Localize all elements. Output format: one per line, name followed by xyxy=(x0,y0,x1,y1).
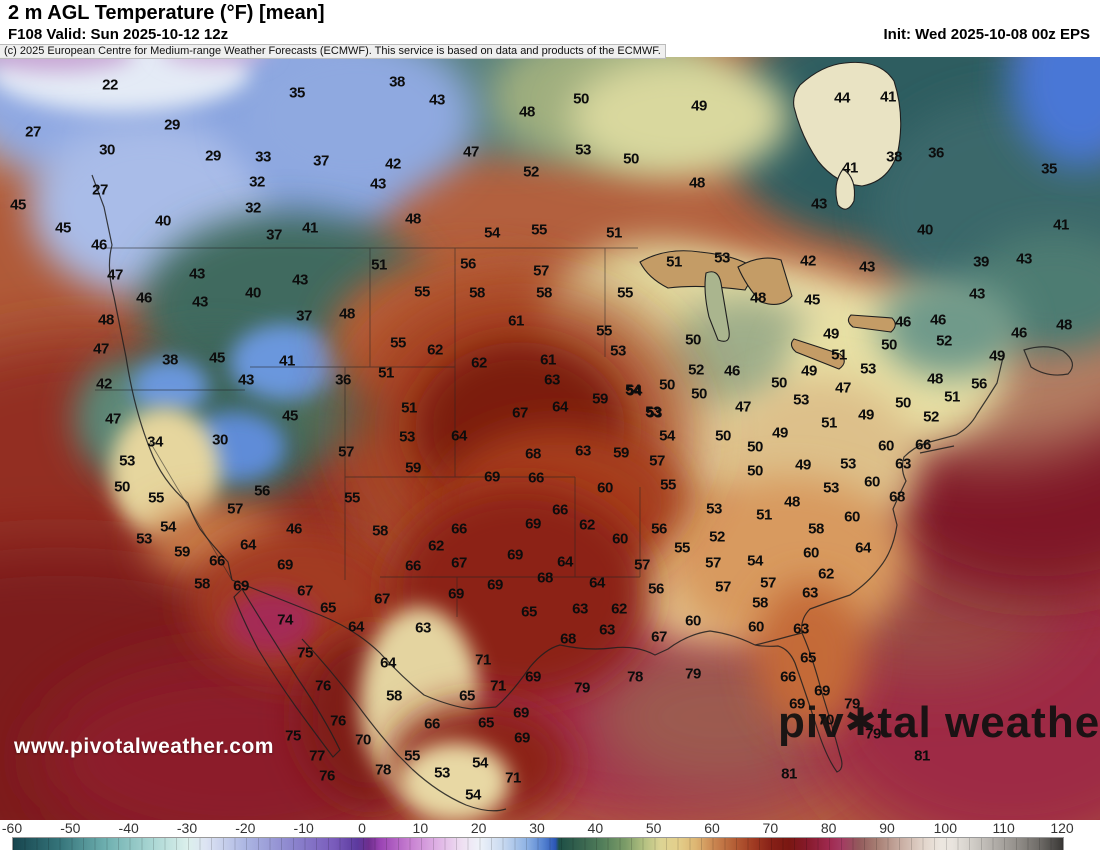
colorbar-tick-label: 40 xyxy=(587,820,604,836)
map-canvas xyxy=(0,57,1100,820)
colorbar-tick-label: 10 xyxy=(412,820,429,836)
colorbar-tick-label: -10 xyxy=(293,820,314,836)
colorbar-gradient xyxy=(12,837,1064,850)
logo-text-left: piv xyxy=(778,698,845,747)
temperature-field xyxy=(0,57,1100,820)
lake-shapes xyxy=(639,61,902,370)
colorbar-tick-label: 90 xyxy=(879,820,895,836)
colorbar-ticks: -60 -50 -40 -30 -20 -10 0 10 20 30 40 50 60 70 80 90 100… xyxy=(2,820,1074,836)
colorbar: -60 -50 -40 -30 -20 -10 0 10 20 30 40 50 60 70 80 90 100… xyxy=(0,820,1100,850)
colorbar-tick-label: -30 xyxy=(176,820,198,836)
valid-time-label: F108 Valid: Sun 2025-10-12 12z xyxy=(8,26,229,43)
init-time-label: Init: Wed 2025-10-08 00z EPS xyxy=(883,26,1090,43)
gear-icon: ✱ xyxy=(844,702,878,744)
colorbar-tick-label: 0 xyxy=(358,820,366,836)
colorbar-segments xyxy=(13,838,1063,850)
colorbar-tick-label: 100 xyxy=(933,820,958,836)
colorbar-tick-label: 60 xyxy=(704,820,720,836)
colorbar-tick-label: -40 xyxy=(118,820,139,836)
colorbar-tick-label: 30 xyxy=(529,820,545,836)
copyright-bar: (c) 2025 European Centre for Medium-rang… xyxy=(0,44,666,59)
land-shading xyxy=(0,57,1100,820)
colorbar-tick-label: -50 xyxy=(60,820,81,836)
colorbar-tick-label: 70 xyxy=(762,820,779,836)
coastline-paths xyxy=(91,174,1074,812)
colorbar-tick-label: 120 xyxy=(1050,820,1074,836)
logo-text-right: tal weather xyxy=(877,698,1100,747)
colorbar-tick-label: 110 xyxy=(992,820,1015,836)
watermark-url: www.pivotalweather.com xyxy=(14,735,274,758)
colorbar-tick-label: 50 xyxy=(645,820,662,836)
colorbar-tick-label: -20 xyxy=(235,820,256,836)
colorbar-tick-label: 20 xyxy=(470,820,487,836)
colorbar-tick-label: -60 xyxy=(1,820,23,836)
pivotal-weather-logo: piv✱tal weather xyxy=(778,698,1100,748)
colorbar-tick-label: 80 xyxy=(820,820,837,836)
page-title: 2 m AGL Temperature (°F) [mean] xyxy=(8,2,325,24)
border-lines xyxy=(95,247,641,617)
